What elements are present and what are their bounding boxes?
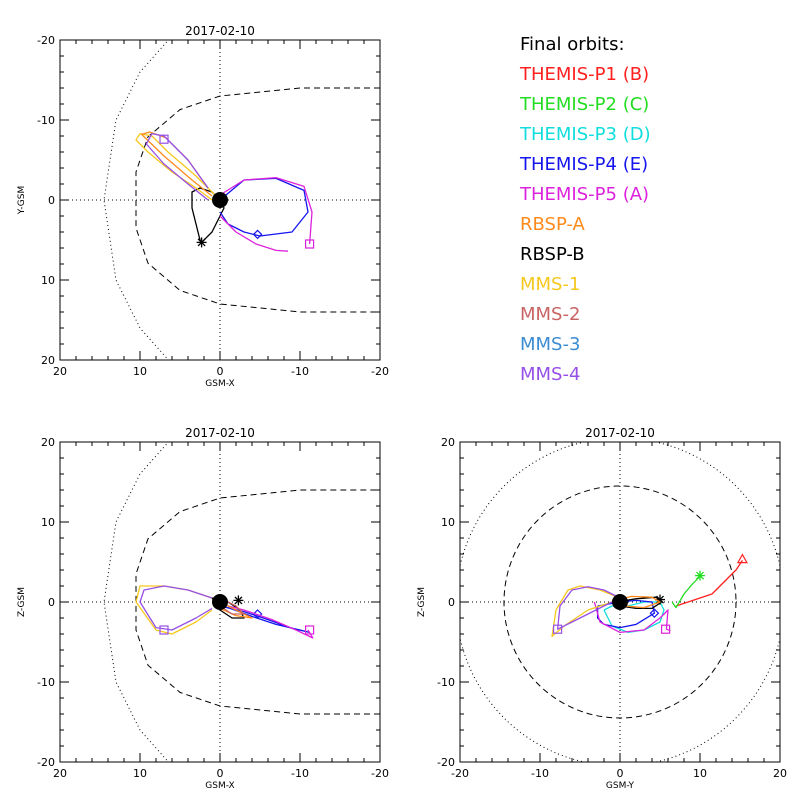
x-tick-label: 0 xyxy=(217,365,224,378)
x-tick-label: 10 xyxy=(693,767,707,780)
y-tick-label: 20 xyxy=(41,436,55,449)
y-tick-label: 20 xyxy=(41,354,55,367)
x-tick-label: 20 xyxy=(773,767,787,780)
x-axis-label: GSM-X xyxy=(205,379,234,389)
y-tick-label: -10 xyxy=(437,676,455,689)
legend-entry: THEMIS-P4 (E) xyxy=(519,154,648,175)
legend-entry: RBSP-B xyxy=(520,244,585,265)
magnetopause-boundary xyxy=(503,485,737,719)
magnetopause-boundary xyxy=(135,87,380,313)
legend-entry: THEMIS-P3 (D) xyxy=(519,124,651,145)
orbit-series xyxy=(219,605,311,634)
orbit-end-marker xyxy=(159,134,169,144)
orbit-series xyxy=(139,585,213,631)
x-tick-label: -20 xyxy=(371,365,389,378)
orbit-series xyxy=(675,560,743,607)
y-tick-label: 0 xyxy=(48,596,55,609)
x-tick-label: -20 xyxy=(371,767,389,780)
y-tick-label: -20 xyxy=(37,756,55,769)
legend-entry: THEMIS-P1 (B) xyxy=(519,64,649,85)
x-tick-label: 10 xyxy=(133,365,147,378)
legend-entry: THEMIS-P2 (C) xyxy=(519,94,649,115)
y-tick-label: 10 xyxy=(41,516,55,529)
orbit-end-marker xyxy=(252,229,263,240)
legend-entry: MMS-3 xyxy=(520,334,580,355)
bow-shock-boundary xyxy=(103,40,170,360)
x-tick-label: -10 xyxy=(291,767,309,780)
y-axis-label: Z-GSM xyxy=(417,587,427,617)
legend: Final orbits: THEMIS-P1 (B) THEMIS-P2 (C)… xyxy=(519,34,651,385)
plot-title: 2017-02-10 xyxy=(185,426,255,440)
orbit-end-marker xyxy=(252,609,263,619)
legend-entries: THEMIS-P1 (B) THEMIS-P2 (C) THEMIS-P3 (D) T… xyxy=(519,64,651,385)
x-tick-label: -10 xyxy=(291,365,309,378)
earth-marker xyxy=(212,594,228,610)
orbit-end-marker xyxy=(233,595,244,606)
plot-panel-xz: 2017-02-10 GSM-X Z-GSM 20 10 0 -10 -20 -20 -10 0 10… xyxy=(17,426,389,791)
orbit-series xyxy=(140,131,213,197)
orbit-series xyxy=(135,585,213,635)
y-tick-label: -10 xyxy=(37,676,55,689)
y-axis-label: Z-GSM xyxy=(17,587,27,617)
y-tick-label: 0 xyxy=(448,596,455,609)
orbit-series xyxy=(219,597,245,615)
plot-panel-yz: 2017-02-10 GSM-Y Z-GSM -20 -10 0 10 20 -20 -10 0 10… xyxy=(417,426,787,791)
legend-entry: THEMIS-P5 (A) xyxy=(519,184,649,205)
orbit-series xyxy=(551,585,621,638)
orbit-end-marker xyxy=(305,625,315,635)
x-tick-label: 0 xyxy=(617,767,624,780)
orbit-end-marker xyxy=(655,594,665,605)
orbit-end-marker xyxy=(649,608,660,619)
earth-marker xyxy=(212,192,228,208)
y-tick-label: 0 xyxy=(48,194,55,207)
bow-shock-boundary xyxy=(103,442,170,762)
orbit-series xyxy=(611,595,661,609)
x-tick-label: 10 xyxy=(133,767,147,780)
orbit-series xyxy=(596,599,656,629)
y-tick-label: 20 xyxy=(441,436,455,449)
x-axis-label: GSM-X xyxy=(205,781,234,791)
orbit-end-marker xyxy=(660,624,671,634)
orbit-end-marker xyxy=(552,624,563,634)
legend-title: Final orbits: xyxy=(520,34,625,55)
x-tick-label: 0 xyxy=(217,767,224,780)
orbit-end-marker xyxy=(159,625,169,635)
x-tick-label: 20 xyxy=(53,365,67,378)
plot-panel-xy: 2017-02-10 GSM-X Y-GSM 20 10 0 -10 -20 -20 -10 0 10… xyxy=(17,24,389,389)
orbit-series xyxy=(145,132,209,201)
x-tick-label: 20 xyxy=(53,767,67,780)
orbit-series xyxy=(671,575,701,609)
x-tick-label: -10 xyxy=(531,767,549,780)
orbit-end-marker xyxy=(695,570,705,581)
legend-entry: MMS-2 xyxy=(520,304,580,325)
y-tick-label: 10 xyxy=(441,516,455,529)
legend-entry: MMS-1 xyxy=(520,274,580,295)
legend-entry: RBSP-A xyxy=(520,214,586,235)
y-tick-label: -20 xyxy=(437,756,455,769)
plot-title: 2017-02-10 xyxy=(585,426,655,440)
plot-title: 2017-02-10 xyxy=(185,24,255,38)
orbit-end-marker xyxy=(196,237,207,248)
x-axis-label: GSM-Y xyxy=(606,781,635,791)
legend-entry: MMS-4 xyxy=(520,364,580,385)
y-tick-label: -10 xyxy=(37,114,55,127)
orbit-series xyxy=(593,601,671,634)
y-axis-label: Y-GSM xyxy=(17,186,27,215)
orbit-end-marker xyxy=(736,553,748,564)
y-tick-label: -20 xyxy=(37,34,55,47)
earth-marker xyxy=(612,594,628,610)
orbit-series xyxy=(219,215,289,252)
y-tick-label: 10 xyxy=(41,274,55,287)
orbit-series xyxy=(556,586,621,630)
orbit-end-marker xyxy=(305,239,315,249)
x-tick-label: -20 xyxy=(451,767,469,780)
orbit-series xyxy=(211,176,313,245)
magnetopause-boundary xyxy=(135,489,380,715)
